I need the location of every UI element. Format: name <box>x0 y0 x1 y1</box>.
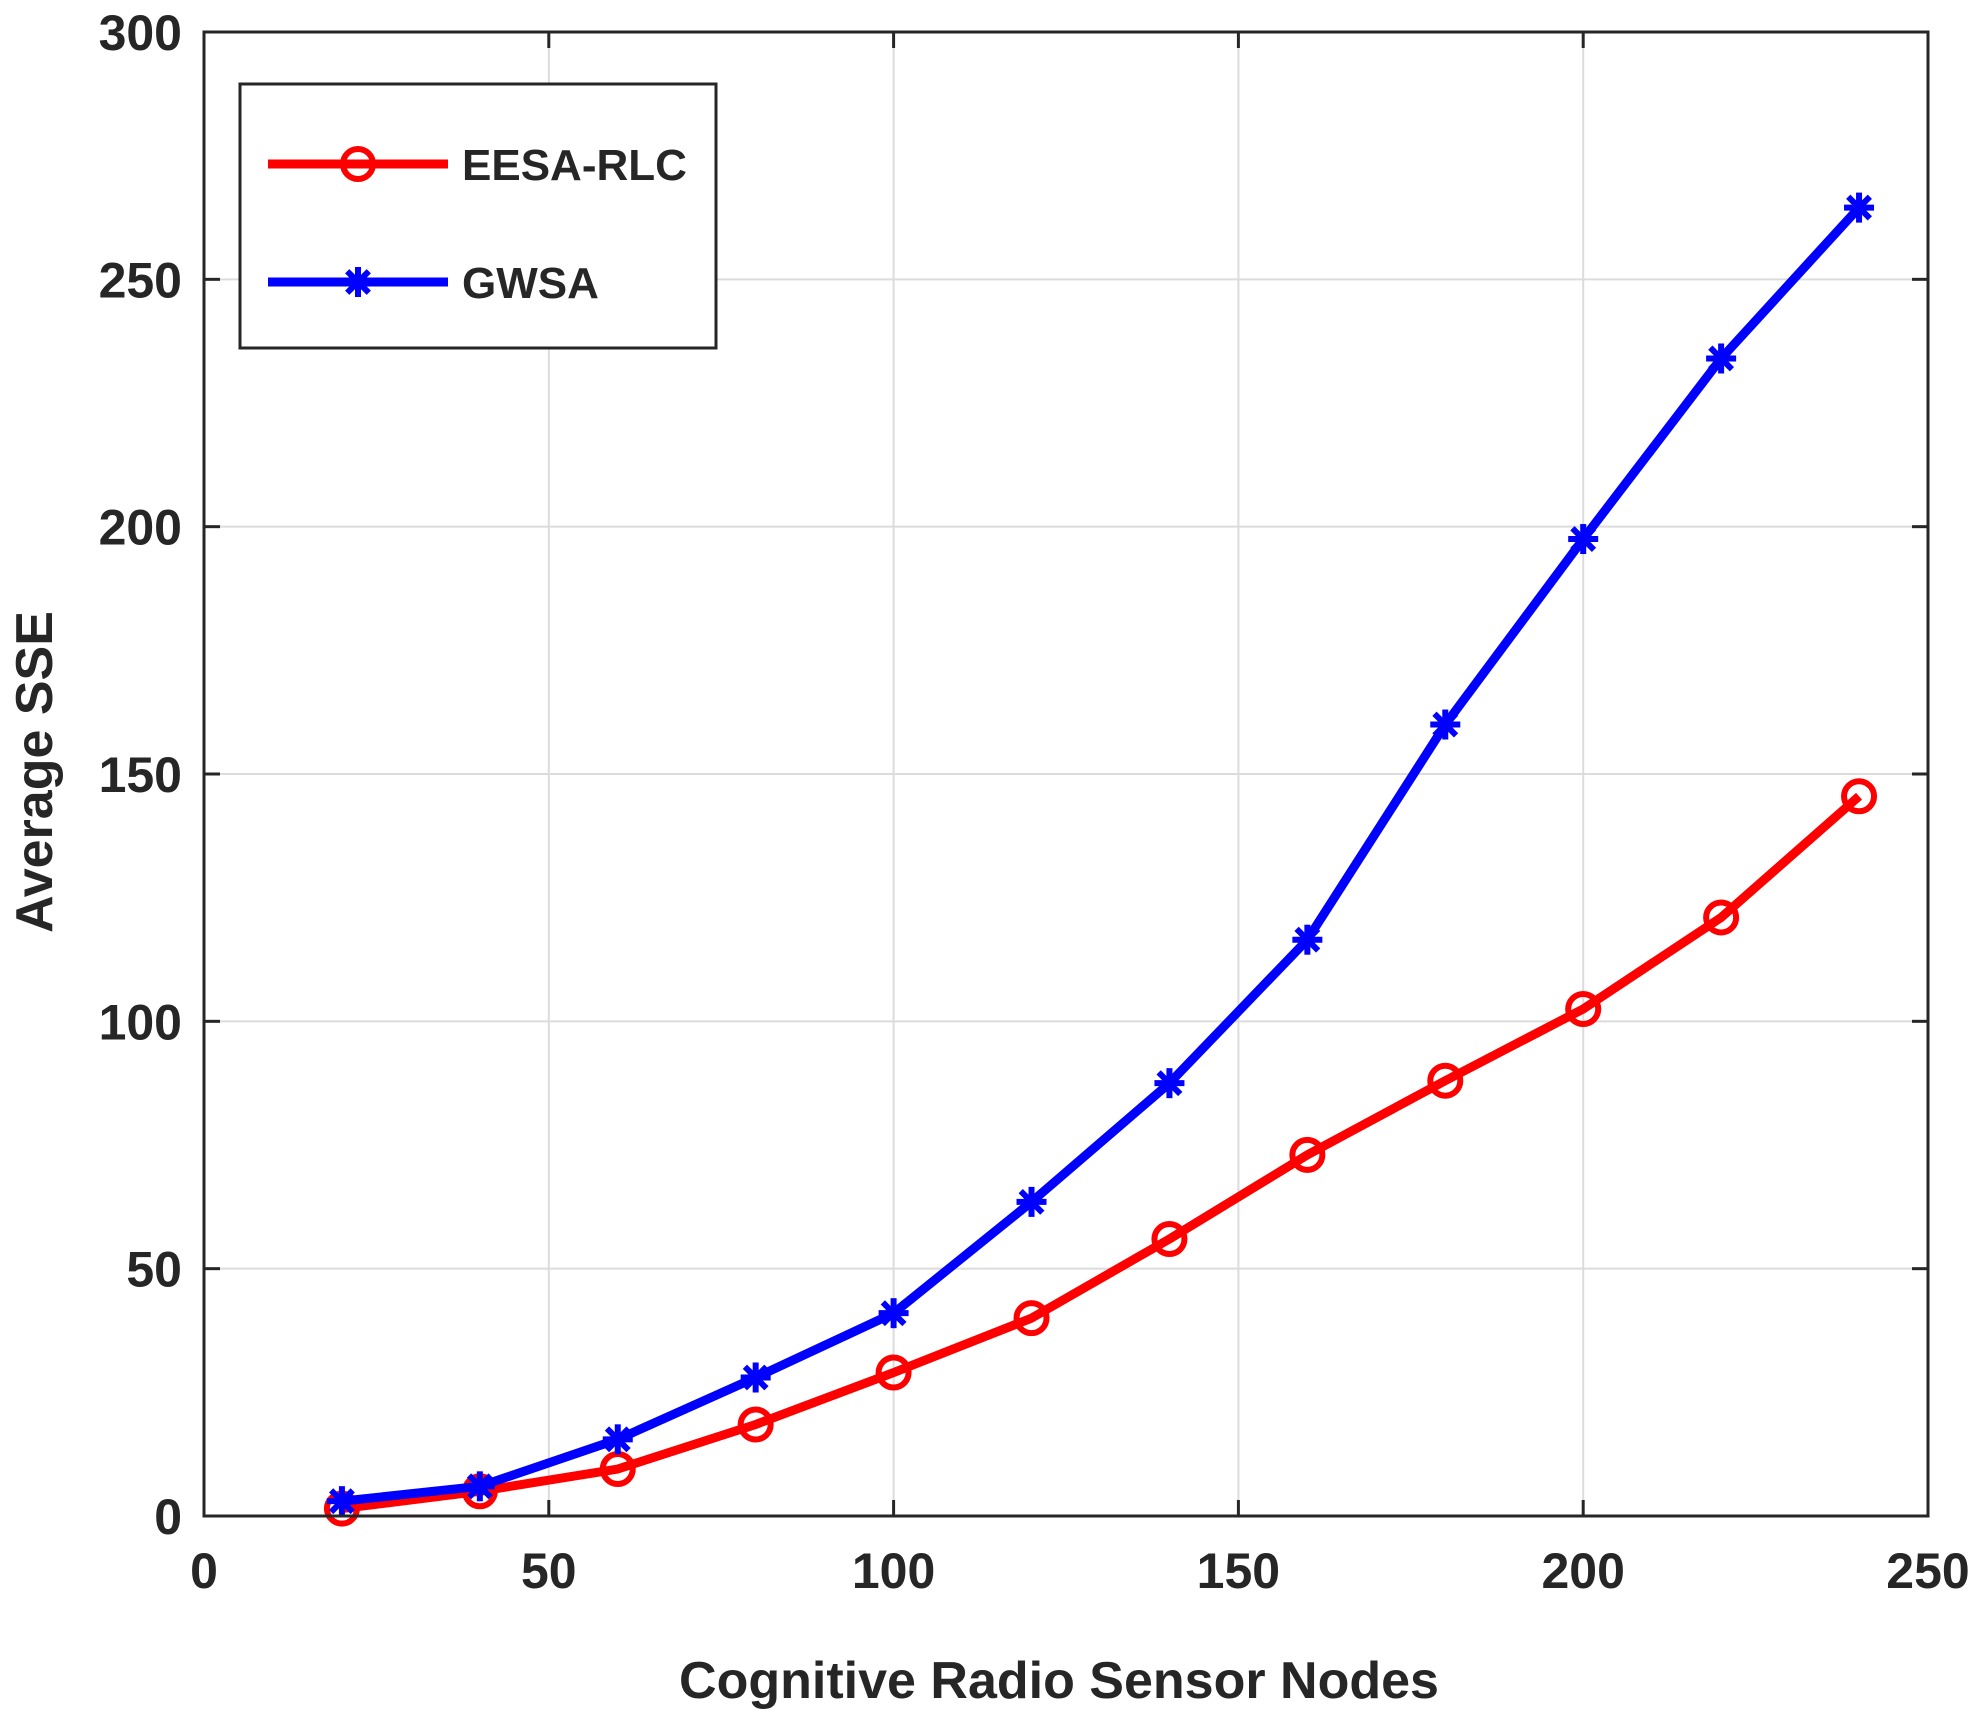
legend-item-eesa-rlc: EESA-RLC <box>268 141 687 190</box>
data-point-eesa-rlc <box>1013 1300 1050 1337</box>
x-tick-label: 150 <box>1197 1543 1280 1599</box>
marker-stroke <box>1156 1070 1183 1097</box>
legend-box <box>238 82 718 350</box>
data-point-gwsa <box>1568 524 1599 555</box>
series-line-gwsa <box>341 204 1863 1506</box>
marker-stroke <box>1846 194 1872 221</box>
data-point-gwsa <box>1706 343 1737 374</box>
marker-stroke <box>1294 926 1321 953</box>
data-point-gwsa <box>464 1471 495 1502</box>
data-point-gwsa <box>1154 1068 1185 1099</box>
data-point-eesa-rlc <box>1841 778 1878 815</box>
data-point-gwsa <box>1844 192 1875 223</box>
marker-stroke <box>880 1300 907 1327</box>
x-tick-label: 0 <box>190 1543 218 1599</box>
marker-stroke <box>742 1364 769 1391</box>
marker-stroke <box>1570 526 1597 552</box>
data-point-eesa-rlc <box>1151 1220 1188 1257</box>
data-point-gwsa <box>1292 924 1323 955</box>
y-tick-label: 300 <box>99 5 182 61</box>
data-point-gwsa <box>1430 709 1461 740</box>
series-eesa-rlc <box>323 778 1878 1527</box>
legend-item-gwsa: GWSA <box>268 259 599 308</box>
y-tick-label: 100 <box>99 994 182 1050</box>
marker-stroke <box>1018 1188 1045 1215</box>
legend: EESA-RLC GWSA <box>238 82 718 350</box>
marker-stroke <box>1708 345 1735 372</box>
y-tick-label: 0 <box>154 1489 182 1545</box>
data-point-eesa-rlc <box>1703 899 1740 936</box>
marker-stroke <box>604 1426 631 1453</box>
data-point-gwsa <box>740 1362 771 1393</box>
y-tick-label: 200 <box>99 500 182 556</box>
grid-lines <box>204 32 1928 1516</box>
series-gwsa <box>326 192 1875 1517</box>
x-tick-label: 50 <box>521 1543 577 1599</box>
plot-area <box>323 192 1878 1527</box>
marker-stroke <box>466 1473 493 1500</box>
legend-marker-gwsa <box>343 267 373 297</box>
y-tick-label: 250 <box>99 252 182 308</box>
y-axis-title: Average SSE <box>6 611 64 933</box>
data-point-eesa-rlc <box>1289 1136 1326 1173</box>
series-line-eesa-rlc <box>341 792 1863 1514</box>
data-point-eesa-rlc <box>737 1406 774 1443</box>
data-point-eesa-rlc <box>875 1354 912 1391</box>
x-axis-title: Cognitive Radio Sensor Nodes <box>679 1652 1439 1710</box>
y-tick-label: 150 <box>99 747 182 803</box>
data-point-gwsa <box>878 1298 909 1329</box>
data-point-gwsa <box>602 1424 633 1455</box>
data-point-gwsa <box>1016 1186 1047 1217</box>
x-tick-label: 250 <box>1886 1543 1969 1599</box>
data-point-eesa-rlc <box>1427 1062 1464 1099</box>
marker-stroke <box>1432 711 1459 738</box>
legend-label-eesa-rlc: EESA-RLC <box>462 141 687 190</box>
legend-label-gwsa: GWSA <box>462 259 599 308</box>
x-tick-label: 200 <box>1541 1543 1624 1599</box>
legend-marker-eesa-rlc <box>340 146 376 182</box>
y-tick-label: 50 <box>126 1242 182 1298</box>
data-point-gwsa <box>326 1486 357 1517</box>
marker-stroke <box>328 1488 355 1515</box>
marker-stroke <box>345 269 371 295</box>
axes: 0 50 100 150 200 250 0 50 100 150 200 250 300 <box>99 5 1970 1599</box>
x-tick-label: 100 <box>852 1543 935 1599</box>
data-point-eesa-rlc <box>1565 990 1602 1027</box>
